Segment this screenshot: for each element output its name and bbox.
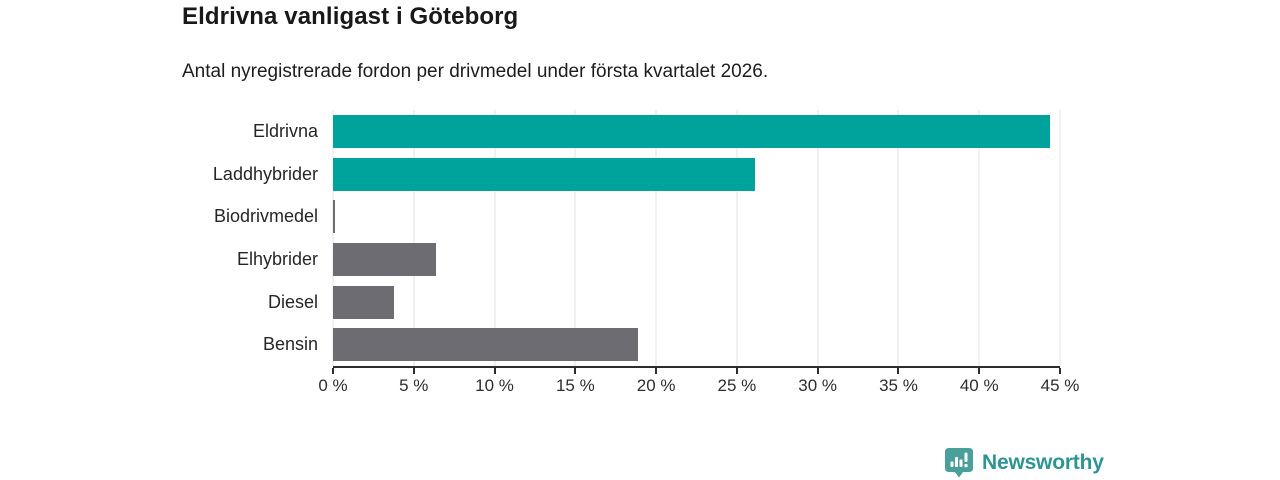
axis-tick [332, 368, 334, 374]
axis-tick-label: 15 % [555, 376, 595, 395]
axis-tick-label: 25 % [717, 376, 757, 395]
axis-tick-label: 20 % [636, 376, 676, 395]
plot-area [332, 110, 1061, 366]
axis-tick-label: 40 % [959, 376, 999, 395]
gridline [817, 110, 819, 366]
newsworthy-icon [945, 448, 973, 478]
bar [333, 157, 755, 191]
category-label: Bensin [262, 334, 318, 355]
chart-row [333, 153, 1060, 196]
axis-tick [493, 368, 496, 374]
category-label: Laddhybrider [212, 163, 318, 184]
axis-tick [897, 368, 900, 374]
axis-tick [978, 368, 981, 374]
gridline [494, 110, 496, 366]
axis-tick [574, 368, 577, 374]
chart-row [333, 110, 1060, 153]
axis-tick [816, 368, 819, 374]
axis-tick [1059, 368, 1061, 374]
x-tick-labels: 0 % 5 % 10 % 15 % 20 % 25 % 30 % 35 % 40 % 45 % [318, 376, 1079, 400]
gridline [978, 110, 980, 366]
x-axis [332, 366, 1061, 374]
category-label: Eldrivna [252, 120, 318, 141]
category-labels: Eldrivna Laddhybrider Biodrivmedel Elhybrid… [0, 110, 318, 366]
chart-title: Eldrivna vanligast i Göteborg [182, 3, 519, 30]
category-label: Biodrivmedel [213, 206, 318, 227]
bar [333, 242, 437, 276]
axis-tick [735, 368, 738, 374]
axis-tick [655, 368, 658, 374]
gridline [1059, 110, 1061, 366]
chart-row [333, 238, 1060, 281]
bar [333, 114, 1051, 148]
gridline [736, 110, 738, 366]
bar [333, 200, 335, 234]
gridline [413, 110, 415, 366]
axis-tick-label: 35 % [879, 376, 918, 395]
bar-rows [333, 110, 1060, 366]
newsworthy-wordmark: Newsworthy [982, 451, 1104, 474]
axis-tick [412, 368, 415, 374]
bar [333, 285, 395, 319]
gridline [574, 110, 576, 366]
gridline [332, 110, 334, 366]
category-label: Diesel [267, 291, 318, 312]
chart-subtitle: Antal nyregistrerade fordon per drivmede… [182, 61, 769, 82]
chart-row [333, 195, 1060, 238]
axis-tick-label: 5 % [399, 376, 429, 395]
axis-tick-label: 45 % [1040, 376, 1080, 395]
chart-row [333, 323, 1060, 366]
axis-tick-label: 10 % [475, 376, 514, 395]
gridline [897, 110, 899, 366]
axis-tick-label: 30 % [798, 376, 838, 395]
bar-chart: Eldrivna Laddhybrider Biodrivmedel Elhybrid… [0, 110, 1280, 400]
axis-tick-label: 0 % [318, 376, 348, 395]
chart-row [333, 281, 1060, 324]
bar [333, 328, 639, 362]
gridline [655, 110, 657, 366]
category-label: Elhybrider [236, 248, 318, 269]
newsworthy-logo[interactable]: Newsworthy [944, 447, 1104, 479]
